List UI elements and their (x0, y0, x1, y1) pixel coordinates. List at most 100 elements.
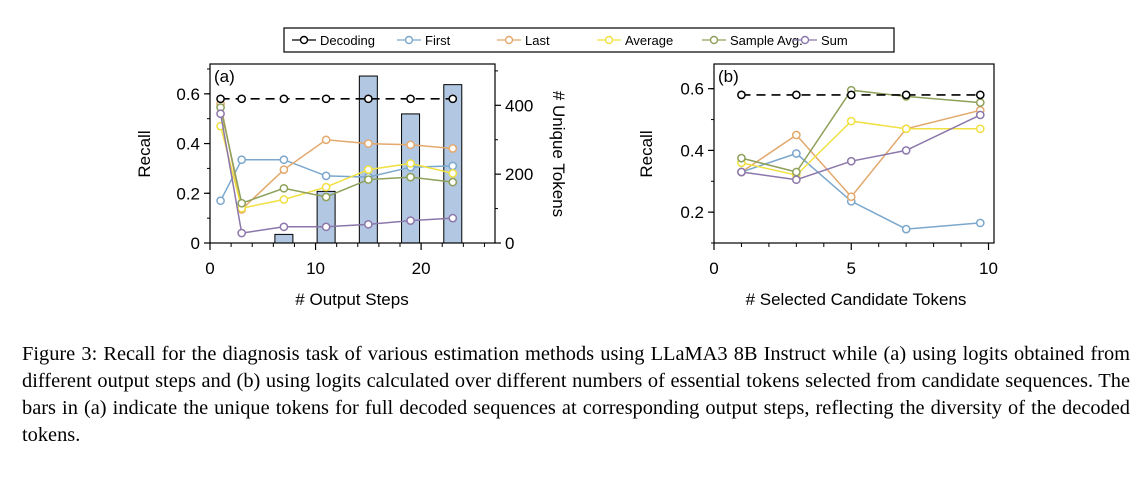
data-point (321, 192, 331, 202)
data-point (737, 90, 746, 100)
legend-label: Decoding (320, 33, 375, 48)
legend-entry-sample-avg: Sample Avg. (702, 33, 803, 48)
series-average (216, 121, 458, 213)
data-point (279, 183, 289, 193)
y-tick-label: 0.4 (680, 141, 704, 160)
data-point (216, 109, 225, 119)
legend-entry-decoding: Decoding (292, 33, 375, 48)
x-tick-label: 10 (979, 259, 998, 278)
legend-label: Sum (821, 33, 848, 48)
panel-b-ylabel: Recall (637, 130, 656, 177)
data-point (975, 110, 985, 120)
data-point (901, 90, 911, 100)
panel-a: 0 200 400 0 0.2 0.4 0.6 0 10 20 (a) # Output Step… (135, 63, 568, 309)
panel-a-ylabel: Recall (135, 130, 154, 177)
data-point (975, 90, 985, 100)
legend-entry-first: First (397, 33, 451, 48)
data-point (901, 224, 911, 234)
panel-a-tag: (a) (214, 67, 235, 86)
data-point (406, 94, 415, 104)
panel-b-frame (713, 63, 995, 244)
data-point (448, 144, 458, 153)
series-last (216, 99, 458, 214)
series-first (216, 155, 458, 206)
series-sum (216, 109, 458, 238)
series-decoding (737, 90, 985, 100)
data-point (846, 90, 856, 100)
x-tick-label: 0 (709, 259, 718, 278)
x-tick-label: 0 (205, 259, 214, 278)
data-point (279, 94, 289, 104)
data-point (321, 182, 331, 192)
y-tick-label: 0 (191, 234, 200, 253)
data-point (737, 167, 746, 177)
legend-entry-sum: Sum (793, 33, 848, 48)
data-point (237, 198, 247, 208)
data-point (406, 172, 415, 182)
series-sample-avg (737, 85, 985, 177)
data-point (792, 130, 801, 140)
data-point (448, 94, 458, 104)
series-sample-avg (216, 103, 458, 208)
legend-label: First (425, 33, 451, 48)
data-point (363, 94, 373, 104)
series-average (737, 116, 985, 180)
series-last (737, 105, 985, 202)
data-point (279, 222, 289, 232)
data-point (846, 192, 856, 202)
x-tick-label: 10 (306, 259, 325, 278)
data-point (846, 156, 856, 166)
data-point (846, 116, 856, 126)
data-point (792, 175, 801, 185)
data-point (792, 90, 801, 100)
figure-caption: Figure 3: Recall for the diagnosis task … (22, 343, 1130, 446)
data-point (321, 171, 331, 181)
data-point (363, 175, 373, 184)
data-point (279, 155, 289, 165)
legend-label: Average (625, 33, 673, 48)
data-point (216, 196, 225, 206)
data-point (901, 124, 911, 134)
y-tick-label: 0.2 (176, 184, 200, 203)
panel-b: 0.2 0.4 0.6 0 5 10 (b) # Selected Candidate T… (637, 63, 998, 309)
data-point (448, 169, 458, 178)
data-point (975, 98, 985, 107)
data-point (237, 94, 247, 104)
figure: Decoding First Last Average Sample Avg. Sum 0… (135, 27, 998, 309)
x-tick-label: 20 (412, 259, 431, 278)
data-point (363, 139, 373, 148)
series-line (741, 152, 981, 230)
data-point (406, 216, 415, 225)
y-tick-label: 0.4 (176, 135, 200, 154)
legend-label: Last (525, 33, 550, 48)
y-tick-label: 0.2 (680, 203, 704, 222)
data-point (737, 153, 746, 163)
data-point (279, 165, 289, 175)
data-point (448, 177, 458, 187)
panel-a-y2label: # Unique Tokens (549, 91, 568, 217)
data-point (237, 228, 247, 238)
data-point (216, 94, 225, 104)
panel-b-tag: (b) (718, 67, 739, 86)
legend-label: Sample Avg. (730, 33, 803, 48)
data-point (237, 155, 247, 165)
data-point (406, 159, 415, 168)
y2-tick-label: 0 (505, 234, 514, 253)
series-line (741, 109, 981, 198)
panel-a-xlabel: # Output Steps (295, 290, 408, 309)
legend-entry-average: Average (597, 33, 673, 48)
y2-tick-label: 200 (505, 165, 533, 184)
y2-tick-label: 400 (505, 96, 533, 115)
data-point (448, 213, 458, 223)
data-point (448, 161, 458, 171)
data-point (321, 94, 331, 104)
series-sum (737, 110, 985, 185)
legend-entry-last: Last (497, 33, 550, 48)
data-point (406, 140, 415, 150)
data-point (321, 135, 331, 145)
data-point (321, 222, 331, 232)
series-decoding (216, 94, 458, 104)
y-tick-label: 0.6 (680, 80, 704, 99)
data-point (975, 124, 985, 134)
panel-a-frame (209, 63, 496, 244)
